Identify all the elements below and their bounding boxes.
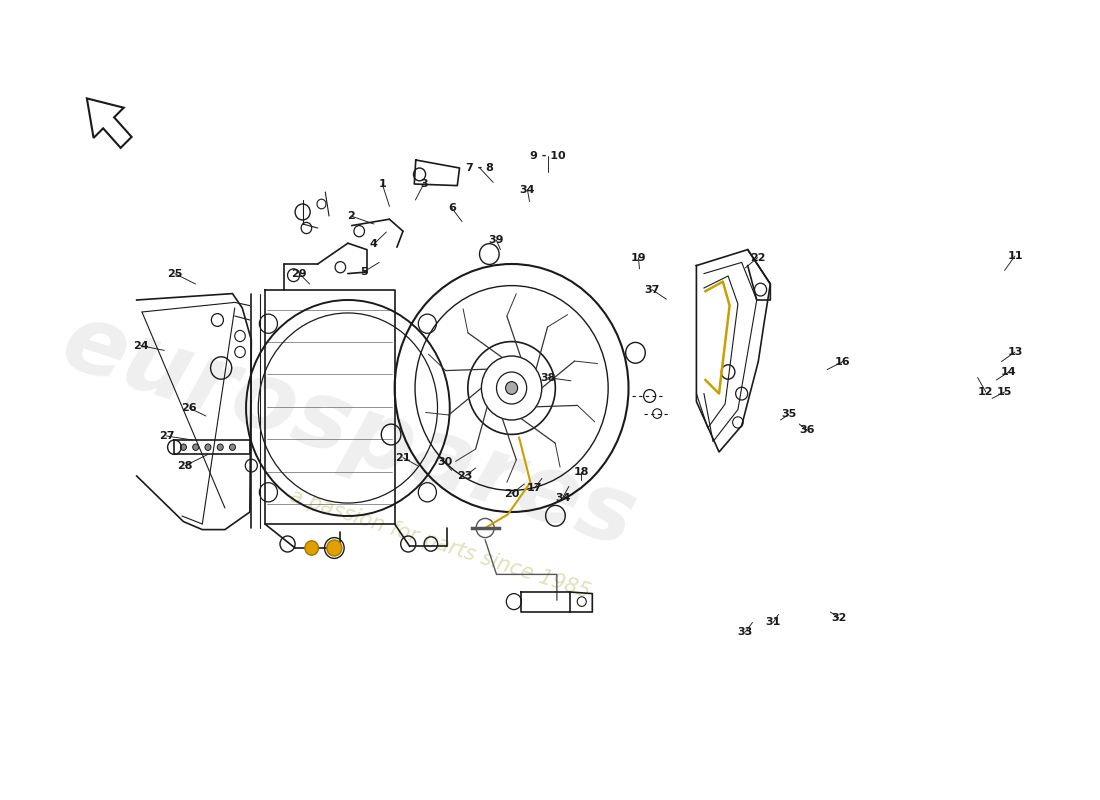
Circle shape <box>327 540 342 556</box>
Text: 1: 1 <box>378 179 386 189</box>
FancyArrow shape <box>87 98 132 148</box>
Text: 17: 17 <box>527 483 542 493</box>
Circle shape <box>305 541 319 555</box>
Text: 3: 3 <box>420 179 428 189</box>
Text: 32: 32 <box>830 613 846 622</box>
Text: 16: 16 <box>835 357 850 366</box>
Text: eurospares: eurospares <box>51 296 648 568</box>
Text: 20: 20 <box>504 489 519 498</box>
Text: 38: 38 <box>540 373 556 382</box>
Text: 7 - 8: 7 - 8 <box>465 163 494 173</box>
Text: 15: 15 <box>997 387 1012 397</box>
Circle shape <box>192 444 199 450</box>
Text: 19: 19 <box>630 253 646 262</box>
Text: 34: 34 <box>519 185 536 194</box>
Text: 6: 6 <box>448 203 455 213</box>
Circle shape <box>180 444 187 450</box>
Text: 24: 24 <box>133 341 148 350</box>
Text: 2: 2 <box>348 211 355 221</box>
Text: 9 - 10: 9 - 10 <box>530 151 566 161</box>
Text: 35: 35 <box>781 410 796 419</box>
Text: 29: 29 <box>292 269 307 278</box>
Text: 28: 28 <box>177 461 192 470</box>
Circle shape <box>506 382 518 394</box>
Text: 22: 22 <box>750 253 766 262</box>
Text: 23: 23 <box>458 471 473 481</box>
Text: 30: 30 <box>437 458 452 467</box>
Text: 33: 33 <box>738 627 752 637</box>
Text: 4: 4 <box>370 239 378 249</box>
Text: 25: 25 <box>167 269 183 278</box>
Text: 37: 37 <box>645 285 660 294</box>
Text: 39: 39 <box>488 235 504 245</box>
Text: 31: 31 <box>766 618 781 627</box>
Text: 34: 34 <box>556 493 571 502</box>
Text: 13: 13 <box>1008 347 1023 357</box>
Text: 21: 21 <box>395 453 410 462</box>
Text: 14: 14 <box>1001 367 1016 377</box>
Text: 18: 18 <box>573 467 590 477</box>
Text: 36: 36 <box>800 426 815 435</box>
Text: 12: 12 <box>978 387 993 397</box>
Circle shape <box>217 444 223 450</box>
Text: 26: 26 <box>182 403 197 413</box>
Text: 5: 5 <box>360 267 367 277</box>
Text: a passion for parts since 1985: a passion for parts since 1985 <box>287 486 593 602</box>
Text: 27: 27 <box>158 431 174 441</box>
Circle shape <box>230 444 235 450</box>
Circle shape <box>205 444 211 450</box>
Text: 11: 11 <box>1008 251 1023 261</box>
